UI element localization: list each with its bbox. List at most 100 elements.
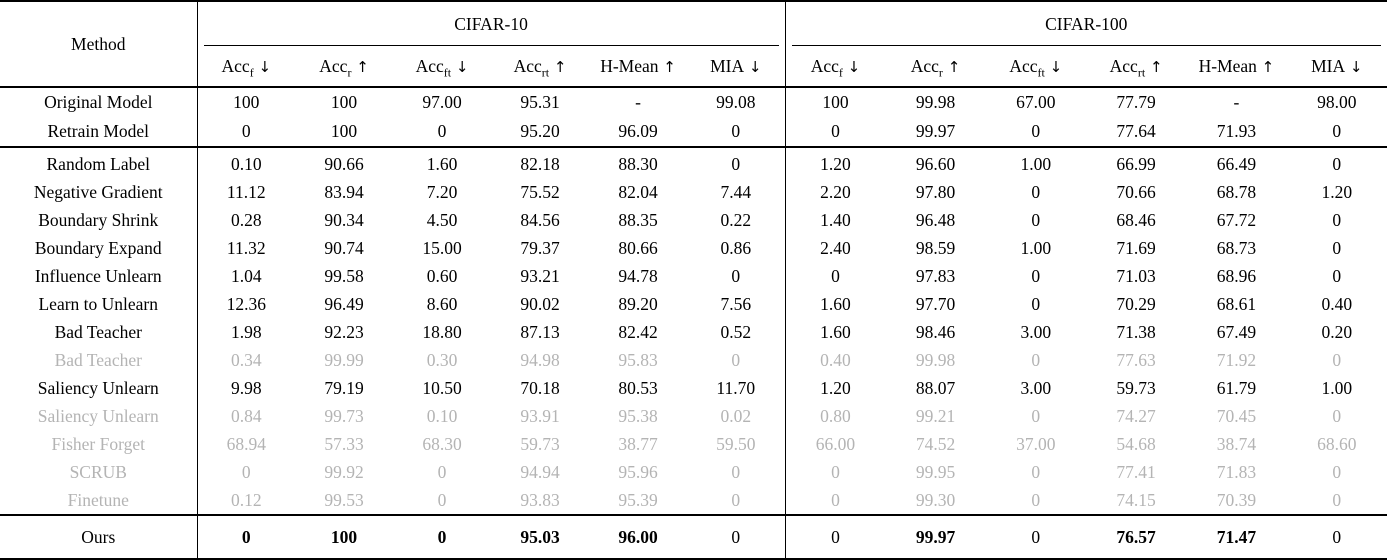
column-header-method: Method: [0, 1, 198, 88]
value-cell: 80.53: [618, 377, 658, 398]
value-cell: 96.48: [915, 209, 956, 230]
value-cell: 0: [1286, 146, 1387, 178]
metric-subscript: ft: [1037, 65, 1045, 79]
value-cell: 68.78: [1216, 181, 1257, 202]
value-cell: 0: [1332, 121, 1342, 141]
table-row: SCRUB 0 99.92 0 94.94 95.96 0 0 99.95 0 77.41 71.83…: [0, 458, 1387, 486]
value-cell: 0: [1332, 489, 1342, 510]
value-cell: 38.77: [618, 433, 658, 454]
metric-subscript: f: [249, 65, 254, 79]
section-baselines: Random Label 0.10 90.66 1.60 82.18 88.30 0 1.20…: [0, 146, 1387, 515]
value-cell: 3.00: [1020, 321, 1052, 342]
value-cell: 68.61: [1216, 293, 1257, 314]
value-cell: 61.79: [1216, 377, 1257, 398]
column-header-accrt-cifar-10: Accrt ↑: [491, 46, 590, 88]
arrow-down-icon: ↓: [744, 57, 762, 76]
value-cell: 0: [687, 346, 786, 374]
value-cell: 0: [241, 121, 251, 141]
value-cell: 1.00: [1020, 237, 1052, 258]
column-header-accr-cifar-10: Accr ↑: [295, 46, 394, 88]
arrow-up-icon: ↑: [942, 57, 961, 76]
value-cell: 99.08: [687, 87, 786, 117]
value-cell: 93.91: [520, 405, 560, 426]
value-cell: 0: [687, 486, 786, 515]
table-row: Boundary Shrink 0.28 90.34 4.50 84.56 88.35 0.…: [0, 206, 1387, 234]
value-cell: 0: [437, 461, 447, 482]
value-cell: 74.15: [1116, 489, 1156, 510]
value-cell: 1.98: [230, 321, 262, 342]
value-cell: 98.46: [915, 321, 956, 342]
value-cell: 99.73: [324, 405, 364, 426]
value-cell: 0.22: [687, 206, 786, 234]
metric-subscript: rt: [541, 65, 550, 79]
value-cell: 100: [295, 514, 394, 559]
metric-subscript: f: [838, 65, 843, 79]
value-cell: 11.70: [687, 374, 786, 402]
metric-label: H-Mean: [1198, 55, 1257, 76]
arrow-down-icon: ↓: [842, 57, 861, 76]
value-cell: 80.66: [618, 237, 658, 258]
value-cell: 96.09: [618, 121, 658, 141]
column-header-hmean-cifar-10: H-Mean ↑: [589, 46, 688, 88]
value-cell: 0: [831, 121, 840, 141]
value-cell: 94.78: [618, 265, 658, 286]
value-cell: 0: [1332, 461, 1342, 482]
value-cell: 1.60: [393, 146, 492, 178]
column-header-accf-cifar-10: Accf ↓: [197, 46, 296, 88]
value-cell: 0: [437, 489, 447, 510]
value-cell: 68.60: [1317, 433, 1357, 454]
value-cell: 7.56: [687, 290, 786, 318]
value-cell: 1.20: [820, 377, 851, 398]
value-cell: 71.93: [1216, 121, 1257, 141]
value-cell: 0.86: [687, 234, 786, 262]
value-cell: 100: [330, 121, 358, 141]
value-cell: 96.49: [324, 293, 364, 314]
value-cell: 0.30: [426, 349, 458, 370]
value-cell: 0: [687, 458, 786, 486]
value-cell: 1.60: [820, 293, 851, 314]
metric-label: Acc: [513, 55, 542, 76]
value-cell: 70.29: [1116, 293, 1156, 314]
arrow-up-icon: ↑: [658, 57, 676, 76]
group-header-cifar10: CIFAR-10: [197, 1, 786, 46]
value-cell: 0: [831, 489, 840, 510]
value-cell: 99.53: [324, 489, 364, 510]
value-cell: 79.19: [324, 377, 364, 398]
section-reference: Original Model 100 100 97.00 95.31 - 99.08 100 9…: [0, 87, 1387, 147]
arrow-up-icon: ↑: [351, 57, 369, 76]
value-cell: 68.96: [1216, 265, 1257, 286]
value-cell: 70.18: [520, 377, 560, 398]
value-cell: 93.21: [520, 265, 560, 286]
metric-subscript: r: [347, 65, 352, 79]
metric-label: Acc: [1009, 55, 1038, 76]
value-cell: 99.58: [324, 265, 364, 286]
value-cell: 1.60: [820, 321, 851, 342]
value-cell: 93.83: [520, 489, 560, 510]
value-cell: 0.80: [820, 405, 851, 426]
value-cell: 0: [1031, 121, 1041, 141]
value-cell: 11.12: [226, 181, 266, 202]
value-cell: 7.20: [426, 181, 458, 202]
value-cell: 0: [241, 461, 251, 482]
value-cell: 0: [687, 514, 786, 559]
value-cell: 66.49: [1186, 146, 1287, 178]
value-cell: 0.40: [820, 349, 851, 370]
arrow-down-icon: ↓: [1044, 57, 1063, 76]
group-header-cifar100: CIFAR-100: [785, 1, 1387, 46]
method-cell: Boundary Expand: [0, 234, 198, 262]
value-cell: 1.04: [230, 265, 262, 286]
value-cell: 0: [1031, 293, 1041, 314]
value-cell: 94.94: [520, 461, 560, 482]
table-row: Boundary Expand 11.32 90.74 15.00 79.37 80.66…: [0, 234, 1387, 262]
metric-label: Acc: [415, 55, 444, 76]
value-cell: 0: [1031, 489, 1041, 510]
value-cell: 2.20: [820, 181, 851, 202]
table-row: Learn to Unlearn 12.36 96.49 8.60 90.02 89.20…: [0, 290, 1387, 318]
value-cell: 0: [687, 262, 786, 290]
value-cell: 95.03: [491, 514, 590, 559]
value-cell: 97.80: [915, 181, 956, 202]
value-cell: 99.92: [324, 461, 364, 482]
value-cell: 71.69: [1116, 237, 1156, 258]
table-row: Saliency Unlearn 9.98 79.19 10.50 70.18 80.53…: [0, 374, 1387, 402]
column-header-accr-cifar-100: Accr ↑: [885, 46, 986, 88]
